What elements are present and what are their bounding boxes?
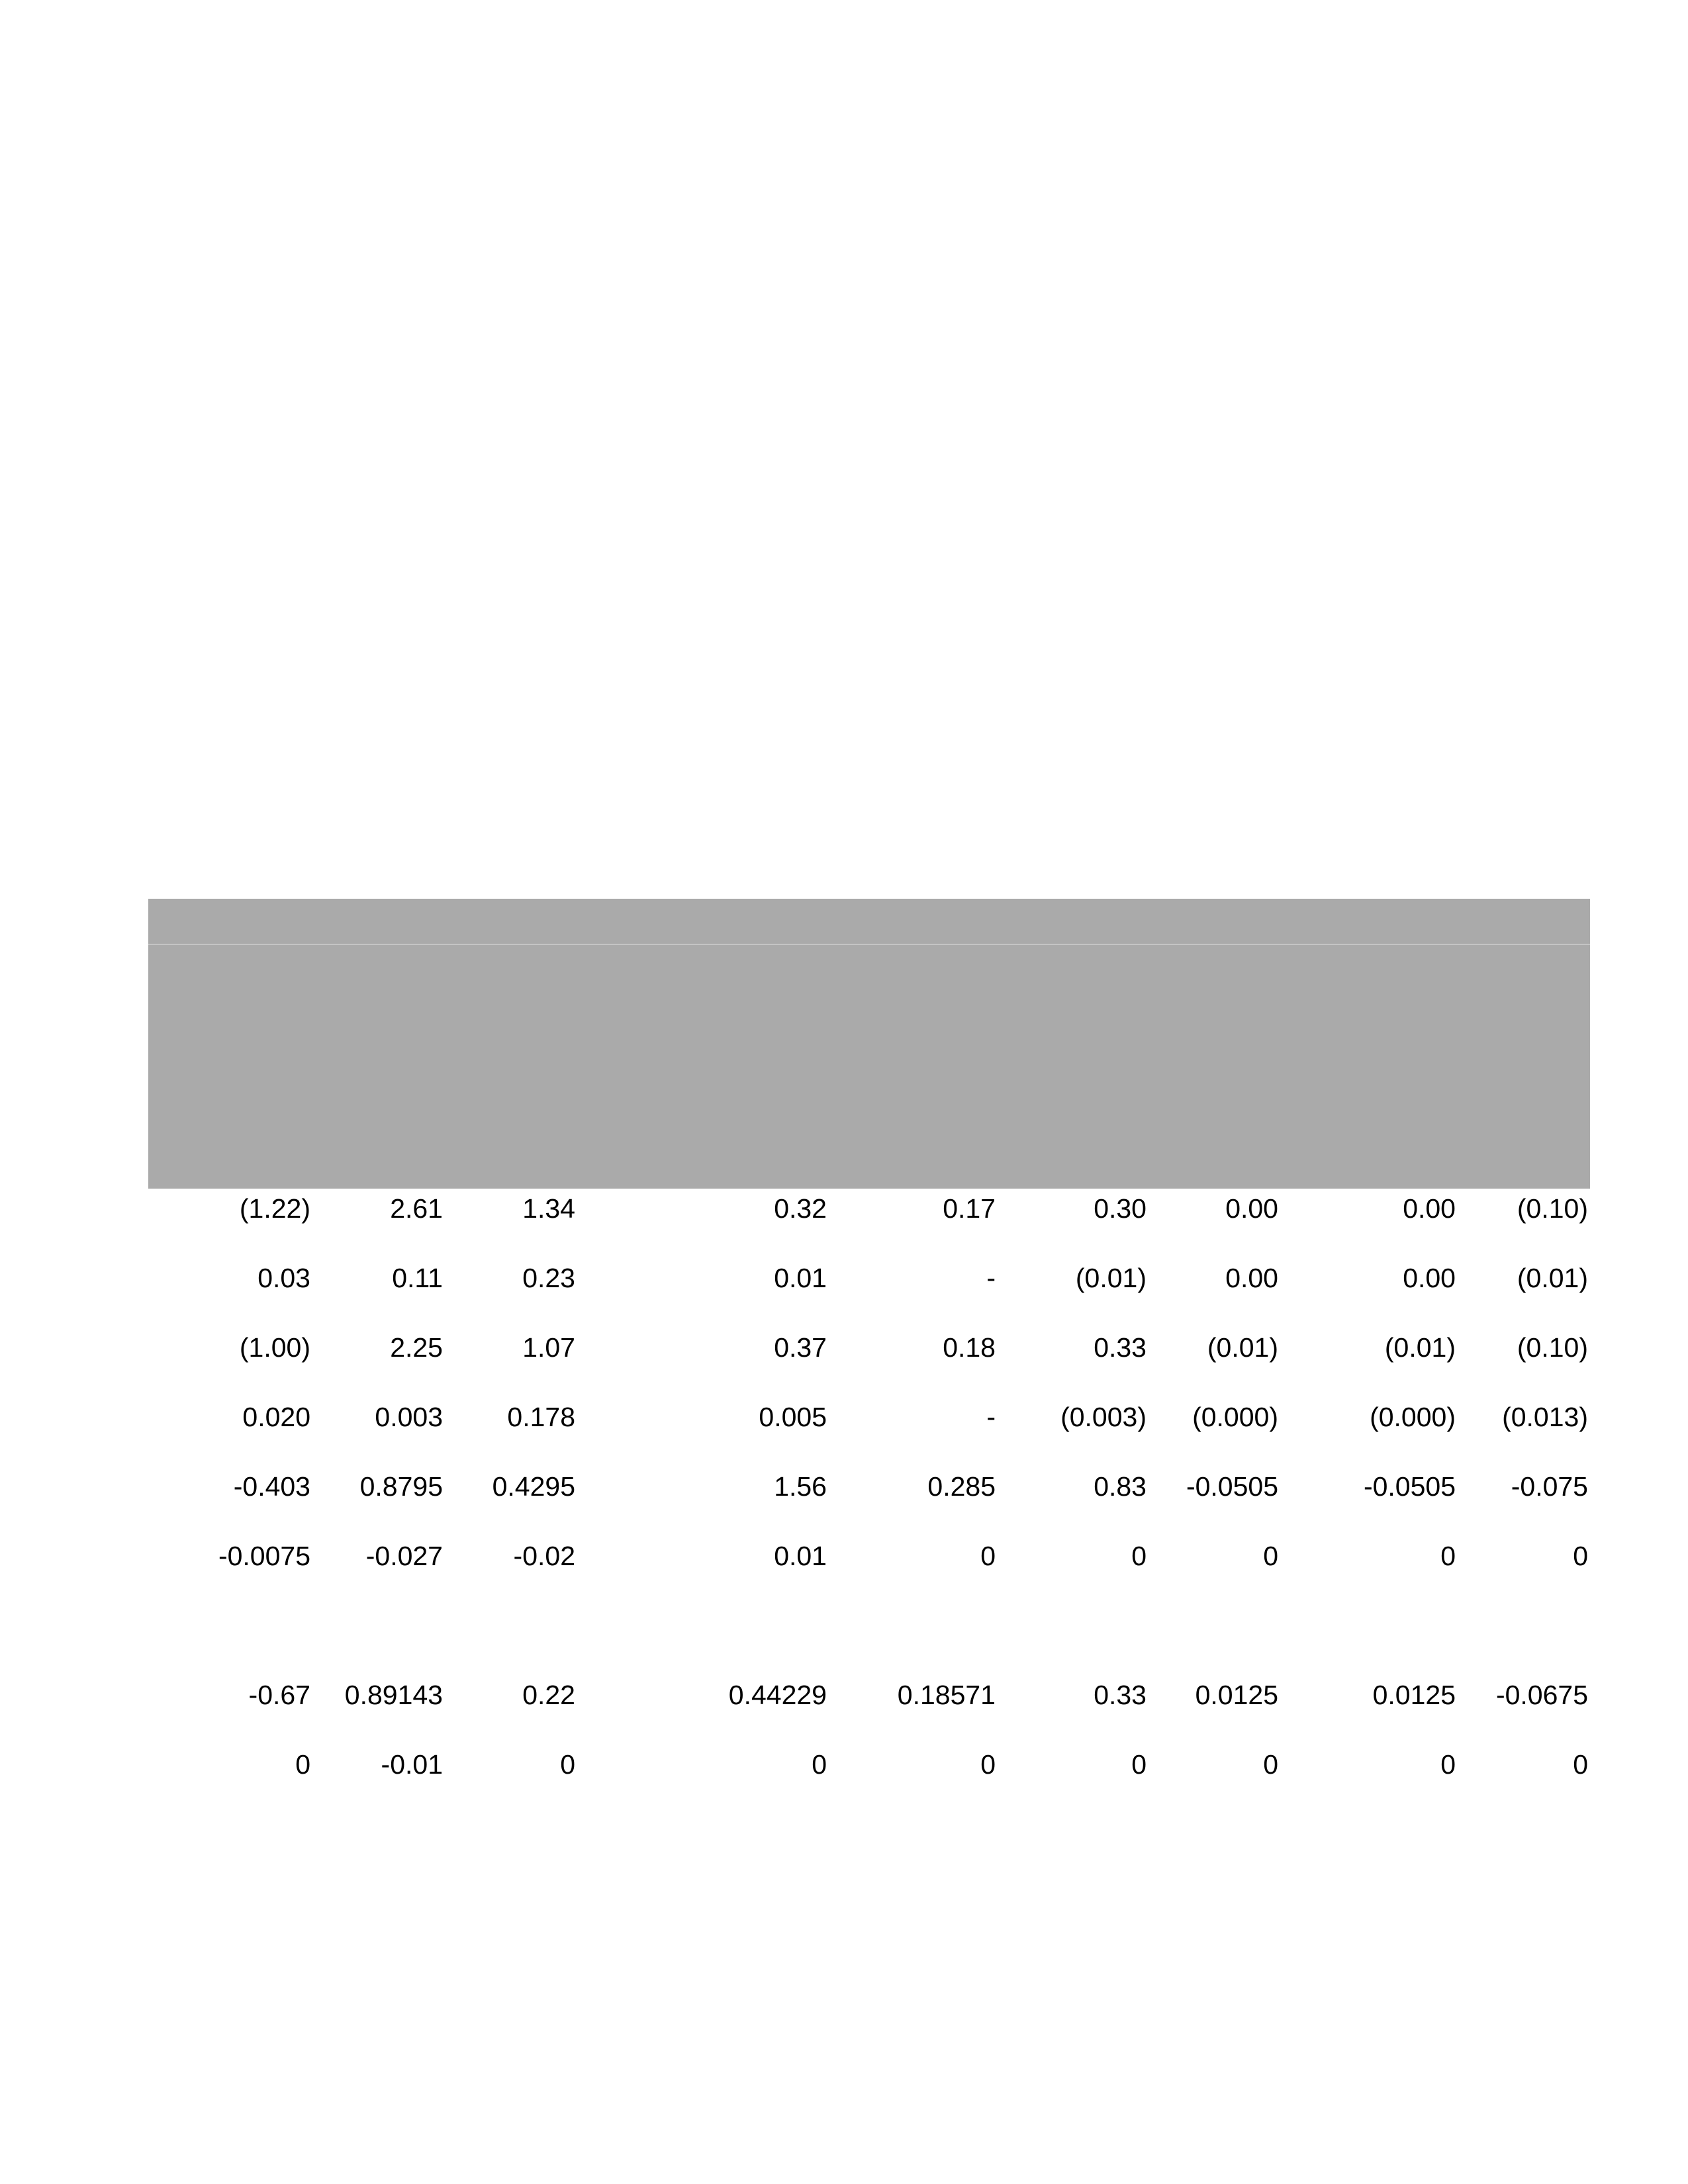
table-row: -0.67 0.89143 0.22 0.44229 0.18571 0.33 …: [148, 1675, 1590, 1715]
table-cell: -0.0675: [1495, 1680, 1588, 1710]
table-cell: 0.00: [1225, 1193, 1278, 1224]
table-cell: 1.34: [522, 1193, 575, 1224]
table-cell: 0.0125: [1195, 1680, 1278, 1710]
table-row: 0.020 0.003 0.178 0.005 - (0.003) (0.000…: [148, 1397, 1590, 1437]
table-cell: 0.11: [392, 1263, 443, 1293]
table-cell: 0.01: [774, 1263, 827, 1293]
table-cell: 0.178: [507, 1402, 575, 1432]
table-cell: (1.00): [239, 1332, 310, 1363]
table-cell: 0.285: [927, 1471, 996, 1502]
table-cell: (0.013): [1502, 1402, 1588, 1432]
table-cell: 2.61: [390, 1193, 443, 1224]
table-cell: 0.18571: [897, 1680, 996, 1710]
table-cell: 0.01: [774, 1541, 827, 1571]
table-cell: (0.01): [1517, 1263, 1588, 1293]
table-cell: 0.00: [1403, 1193, 1456, 1224]
table-cell: (0.01): [1207, 1332, 1278, 1363]
table-row: (1.00) 2.25 1.07 0.37 0.18 0.33 (0.01) (…: [148, 1328, 1590, 1367]
table-cell: 0.020: [242, 1402, 310, 1432]
table-row: -0.403 0.8795 0.4295 1.56 0.285 0.83 -0.…: [148, 1467, 1590, 1506]
table-cell: (0.10): [1517, 1332, 1588, 1363]
table-cell: 0.32: [774, 1193, 827, 1224]
table-cell: 0.00: [1225, 1263, 1278, 1293]
table-cell: 0.03: [258, 1263, 310, 1293]
table-cell: (1.22): [239, 1193, 310, 1224]
table-row: 0 -0.01 0 0 0 0 0 0 0: [148, 1745, 1590, 1784]
table-cell: 0.4295: [492, 1471, 575, 1502]
table-cell: -0.01: [381, 1749, 443, 1780]
table-cell: -0.403: [233, 1471, 310, 1502]
table-cell: 1.56: [774, 1471, 827, 1502]
table-cell: 0: [560, 1749, 575, 1780]
table-cell: 0.8795: [359, 1471, 443, 1502]
table-cell: 0.003: [375, 1402, 443, 1432]
table-cell: (0.000): [1192, 1402, 1278, 1432]
table-cell: 0.89143: [344, 1680, 443, 1710]
table-header-divider: [148, 944, 1590, 945]
table-row: -0.0075 -0.027 -0.02 0.01 0 0 0 0 0: [148, 1536, 1590, 1576]
table-header-band: [148, 899, 1590, 944]
table-row: (1.22) 2.61 1.34 0.32 0.17 0.30 0.00 0.0…: [148, 1189, 1590, 1228]
table-cell: 0: [1573, 1541, 1588, 1571]
table-cell: 0.00: [1403, 1263, 1456, 1293]
table-cell: 0.83: [1094, 1471, 1147, 1502]
table-cell: -0.67: [248, 1680, 310, 1710]
table-cell: 0: [980, 1749, 996, 1780]
table-row: 0.03 0.11 0.23 0.01 - (0.01) 0.00 0.00 (…: [148, 1258, 1590, 1298]
table-cell: 0.005: [759, 1402, 827, 1432]
table-cell: -0.0075: [218, 1541, 310, 1571]
table-cell: 0.44229: [728, 1680, 827, 1710]
table-cell: (0.10): [1517, 1193, 1588, 1224]
table-cell: 0: [1131, 1541, 1147, 1571]
table-cell: 0.23: [522, 1263, 575, 1293]
table-cell: 0: [1440, 1749, 1456, 1780]
table-cell: 0: [1131, 1749, 1147, 1780]
table-cell: 0.22: [522, 1680, 575, 1710]
table-cell: 2.25: [390, 1332, 443, 1363]
table-cell: 0.37: [774, 1332, 827, 1363]
table-cell: 0.30: [1094, 1193, 1147, 1224]
table-cell: 0.17: [943, 1193, 996, 1224]
table-cell: 0.33: [1094, 1680, 1147, 1710]
table-cell: -0.075: [1511, 1471, 1588, 1502]
table-cell: 0.33: [1094, 1332, 1147, 1363]
table-cell: 0: [812, 1749, 827, 1780]
table-cell: 1.07: [522, 1332, 575, 1363]
table-cell: 0: [1263, 1749, 1278, 1780]
table-cell: -: [986, 1402, 996, 1432]
table-cell: 0: [295, 1749, 310, 1780]
table-cell: 0.0125: [1372, 1680, 1456, 1710]
table-cell: -0.0505: [1186, 1471, 1278, 1502]
table-cell: (0.003): [1060, 1402, 1147, 1432]
table-cell: 0.18: [943, 1332, 996, 1363]
table-cell: (0.01): [1075, 1263, 1147, 1293]
table-header-block: [148, 945, 1590, 1189]
table-cell: 0: [1440, 1541, 1456, 1571]
table-cell: -0.0505: [1363, 1471, 1456, 1502]
table-cell: -: [986, 1263, 996, 1293]
table-cell: 0: [1573, 1749, 1588, 1780]
table-cell: -0.027: [365, 1541, 443, 1571]
table-cell: 0: [980, 1541, 996, 1571]
table-cell: -0.02: [513, 1541, 575, 1571]
table-cell: 0: [1263, 1541, 1278, 1571]
table-cell: (0.01): [1384, 1332, 1456, 1363]
table-cell: (0.000): [1370, 1402, 1456, 1432]
